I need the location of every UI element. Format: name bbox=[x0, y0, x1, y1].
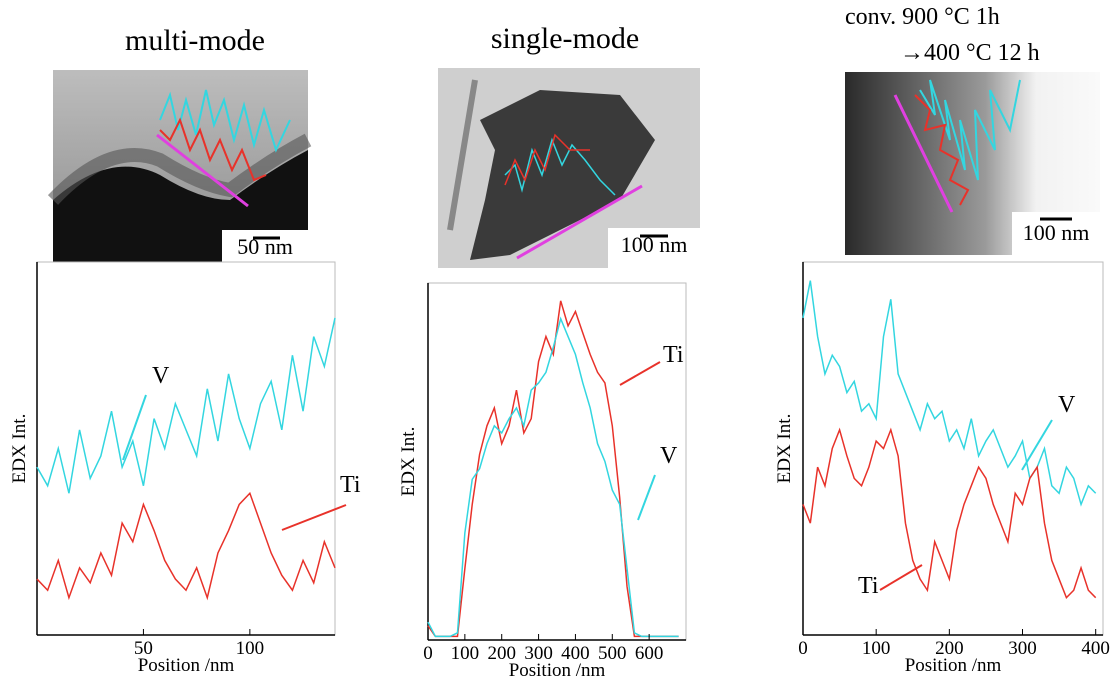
x-tick-label: 400 bbox=[561, 643, 590, 664]
series-label: Ti bbox=[858, 573, 879, 599]
x-tick-label: 300 bbox=[1008, 638, 1037, 659]
series-label: V bbox=[660, 443, 678, 469]
annotation-leader bbox=[879, 564, 923, 591]
x-tick-label: 100 bbox=[236, 638, 265, 659]
y-axis-label: EDX Int. bbox=[9, 414, 30, 484]
x-axis-label: Position /nm bbox=[138, 655, 235, 676]
annotation-leader bbox=[637, 474, 656, 521]
x-axis-label: Position /nm bbox=[905, 655, 1002, 676]
x-tick-label: 100 bbox=[451, 643, 480, 664]
annotation-leader bbox=[1021, 419, 1053, 471]
data-line bbox=[802, 427, 1097, 600]
data-line bbox=[36, 317, 336, 494]
y-axis-label: EDX Int. bbox=[774, 414, 795, 484]
data-line bbox=[427, 316, 679, 638]
plot-frame bbox=[427, 282, 687, 641]
chart-title: single-mode bbox=[491, 22, 639, 55]
scale-bar-label: 100 nm bbox=[621, 232, 688, 257]
series-label: Ti bbox=[663, 342, 684, 368]
annotation-leader bbox=[281, 504, 347, 531]
series-label: Ti bbox=[340, 472, 361, 498]
x-tick-label: 300 bbox=[524, 643, 553, 664]
x-tick-label: 50 bbox=[134, 638, 153, 659]
data-line bbox=[427, 300, 679, 638]
tem-image bbox=[845, 72, 1100, 255]
data-line bbox=[36, 491, 336, 601]
chart-title: multi-mode bbox=[125, 24, 265, 57]
plot-frame bbox=[36, 261, 336, 636]
x-tick-label: 400 bbox=[1081, 638, 1110, 659]
chart-title: conv. 900 °C 1h bbox=[845, 4, 1000, 30]
chart-subtitle: →400 °C 12 h bbox=[900, 40, 1040, 66]
x-tick-label: 100 bbox=[862, 638, 891, 659]
x-tick-label: 200 bbox=[487, 643, 516, 664]
x-tick-label: 0 bbox=[798, 638, 808, 659]
x-tick-label: 600 bbox=[635, 643, 664, 664]
tem-image bbox=[438, 68, 700, 268]
scale-bar-label: 100 nm bbox=[1023, 220, 1090, 245]
x-tick-label: 500 bbox=[598, 643, 627, 664]
x-tick-label: 0 bbox=[423, 643, 433, 664]
series-label: V bbox=[1058, 392, 1076, 418]
y-axis-label: EDX Int. bbox=[398, 427, 419, 497]
data-line bbox=[802, 280, 1097, 507]
x-axis-label: Position /nm bbox=[509, 660, 606, 677]
scale-bar-label: 50 nm bbox=[237, 234, 293, 259]
series-label: V bbox=[152, 363, 170, 389]
plot-frame bbox=[802, 261, 1104, 636]
annotation-leader bbox=[122, 394, 147, 461]
x-tick-label: 200 bbox=[935, 638, 964, 659]
annotation-leader bbox=[619, 361, 661, 386]
